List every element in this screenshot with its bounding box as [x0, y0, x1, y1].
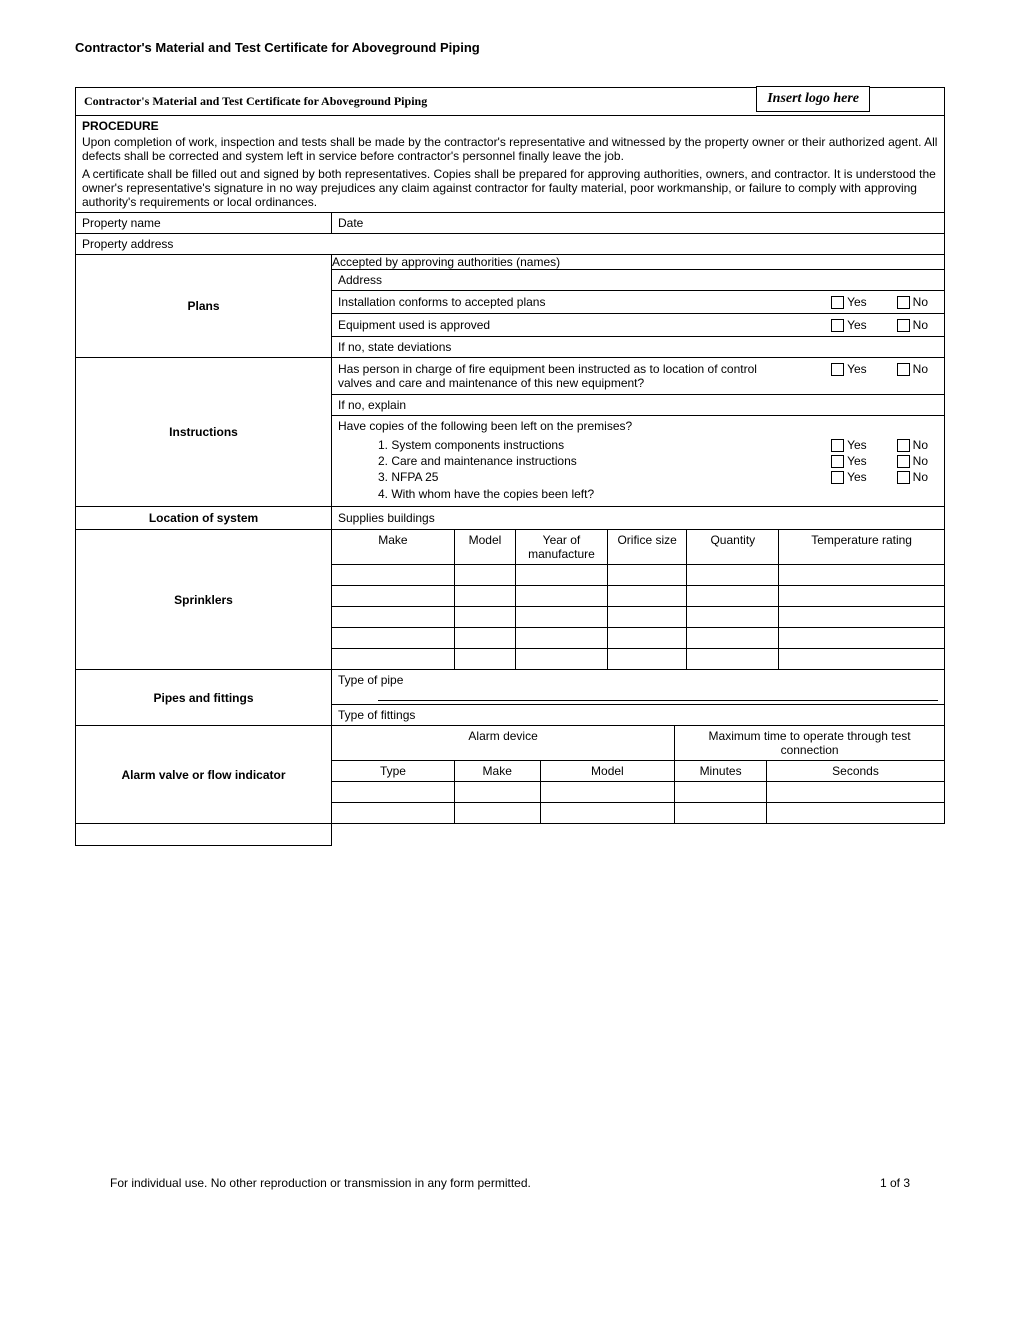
fittings-type-row[interactable]: Type of fittings: [332, 705, 945, 726]
checkbox-icon[interactable]: [831, 319, 844, 332]
instructions-q1: Has person in charge of fire equipment b…: [338, 362, 788, 390]
table-row[interactable]: [332, 628, 944, 649]
procedure-p1: Upon completion of work, inspection and …: [82, 135, 938, 163]
instructions-label: Instructions: [76, 358, 332, 507]
checkbox-icon[interactable]: [897, 363, 910, 376]
table-row[interactable]: [332, 586, 944, 607]
empty-section: [76, 824, 332, 846]
sprinklers-table: Make Model Year of manufacture Orifice s…: [332, 530, 944, 669]
page-footer: For individual use. No other reproductio…: [110, 1176, 910, 1190]
checkbox-icon[interactable]: [897, 439, 910, 452]
plans-conforms-q: Installation conforms to accepted plans: [338, 295, 788, 309]
document-header: Contractor's Material and Test Certifica…: [75, 40, 945, 55]
footer-right: 1 of 3: [880, 1176, 910, 1190]
checkbox-icon[interactable]: [897, 471, 910, 484]
checkbox-icon[interactable]: [897, 455, 910, 468]
property-address-label[interactable]: Property address: [76, 234, 945, 255]
checkbox-icon[interactable]: [897, 319, 910, 332]
logo-placeholder: Insert logo here: [756, 86, 870, 112]
procedure-cell: PROCEDURE Upon completion of work, inspe…: [76, 116, 945, 213]
procedure-heading: PROCEDURE: [82, 119, 938, 133]
pipes-label: Pipes and fittings: [76, 670, 332, 726]
alarm-label: Alarm valve or flow indicator: [76, 726, 332, 824]
instructions-copies: Have copies of the following been left o…: [332, 416, 945, 507]
instructions-q1-row: Has person in charge of fire equipment b…: [332, 358, 945, 395]
date-label[interactable]: Date: [332, 213, 945, 234]
table-row[interactable]: [332, 565, 944, 586]
alarm-table: Alarm device Maximum time to operate thr…: [332, 726, 944, 823]
checkbox-icon[interactable]: [831, 296, 844, 309]
location-text[interactable]: Supplies buildings: [332, 507, 945, 530]
instructions-explain[interactable]: If no, explain: [332, 395, 945, 416]
checkbox-icon[interactable]: [897, 296, 910, 309]
location-label: Location of system: [76, 507, 332, 530]
plans-label: Plans: [76, 255, 332, 358]
plans-equipment-row: Equipment used is approved Yes No: [332, 314, 945, 337]
plans-accepted[interactable]: Accepted by approving authorities (names…: [332, 255, 945, 270]
checkbox-icon[interactable]: [831, 455, 844, 468]
checkbox-icon[interactable]: [831, 471, 844, 484]
table-row[interactable]: [332, 782, 944, 803]
checkbox-icon[interactable]: [831, 439, 844, 452]
plans-deviations[interactable]: If no, state deviations: [332, 337, 945, 358]
form-table: Contractor's Material and Test Certifica…: [75, 87, 945, 846]
table-row[interactable]: [332, 803, 944, 824]
checkbox-icon[interactable]: [831, 363, 844, 376]
table-row[interactable]: [332, 649, 944, 670]
footer-left: For individual use. No other reproductio…: [110, 1176, 531, 1190]
plans-equipment-q: Equipment used is approved: [338, 318, 788, 332]
table-row[interactable]: [332, 607, 944, 628]
property-name-label[interactable]: Property name: [76, 213, 332, 234]
page: Contractor's Material and Test Certifica…: [0, 0, 1020, 1320]
procedure-p2: A certificate shall be filled out and si…: [82, 167, 938, 209]
instructions-q2: Have copies of the following been left o…: [338, 419, 938, 433]
plans-conforms-row: Installation conforms to accepted plans …: [332, 291, 945, 314]
pipe-type-row[interactable]: Type of pipe: [332, 670, 945, 705]
sprinklers-label: Sprinklers: [76, 530, 332, 670]
plans-address[interactable]: Address: [332, 270, 945, 291]
